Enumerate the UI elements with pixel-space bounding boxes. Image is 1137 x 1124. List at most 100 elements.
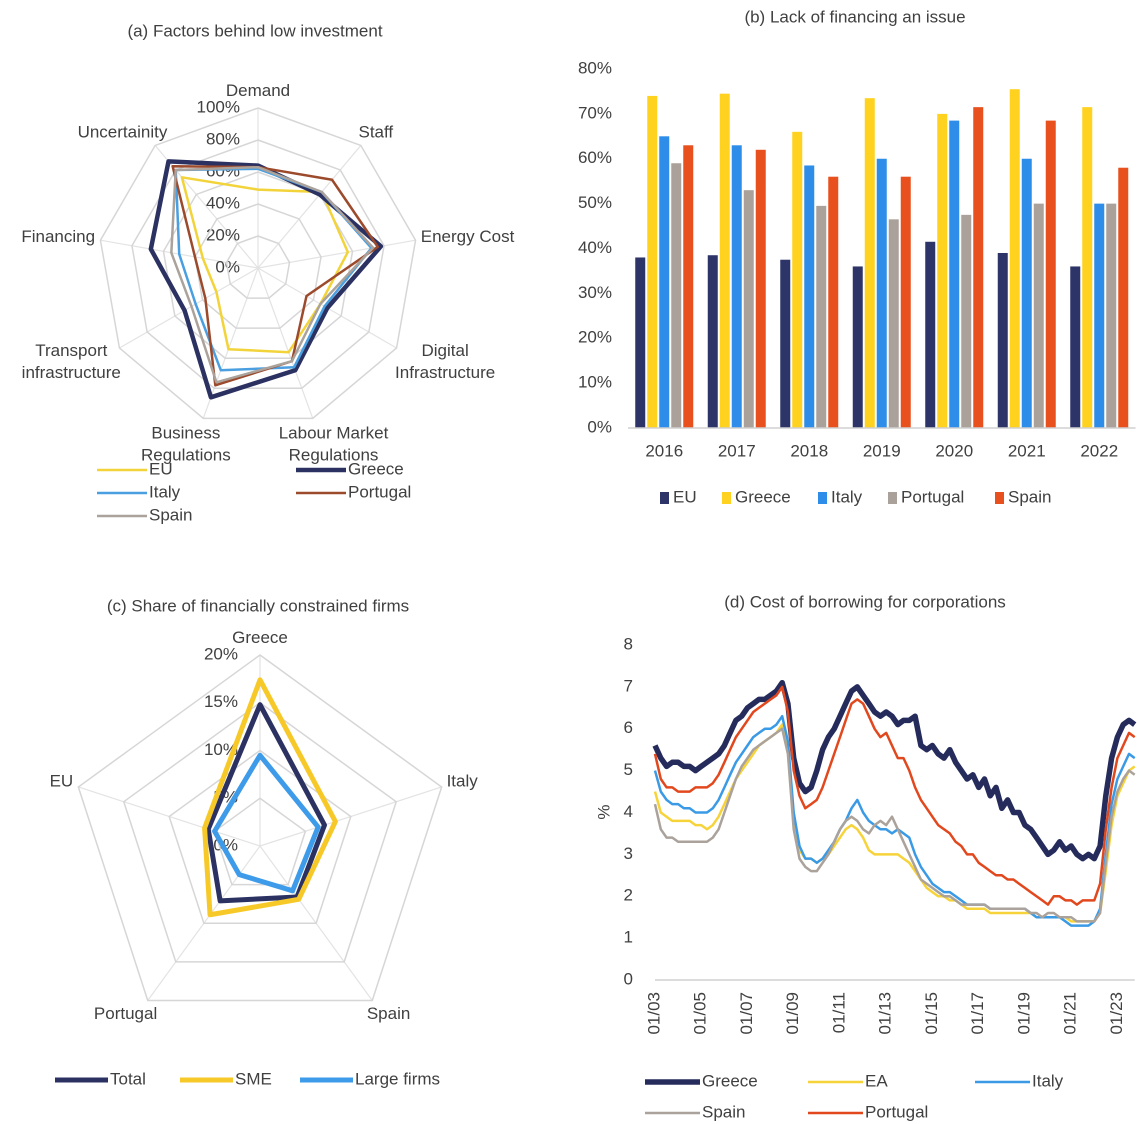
x-tick-label: 01/05	[691, 992, 710, 1035]
x-tick-label: 01/23	[1107, 992, 1126, 1035]
line-series	[653, 685, 1136, 906]
bar	[997, 252, 1008, 428]
x-tick-label: 2019	[863, 441, 901, 460]
spoke	[202, 267, 259, 419]
bar	[635, 257, 646, 428]
legend-label: EU	[149, 459, 173, 478]
x-tick-label: 01/21	[1061, 992, 1080, 1035]
x-tick-label: 01/09	[783, 992, 802, 1035]
x-tick-label: 01/03	[644, 992, 663, 1035]
spoke	[257, 267, 314, 419]
r-tick-label: 20%	[204, 644, 238, 663]
bar	[937, 113, 948, 428]
bar	[647, 95, 658, 429]
bar	[1033, 203, 1044, 428]
bar	[1094, 203, 1105, 428]
legend-label: Greece	[702, 1071, 758, 1090]
grid-ring	[168, 749, 352, 925]
y-tick-label: 3	[624, 844, 633, 863]
spoke	[257, 239, 416, 269]
chart-title: (a) Factors behind low investment	[127, 21, 382, 40]
radar-series	[205, 702, 327, 904]
bar	[719, 93, 730, 429]
category-label: EU	[49, 771, 74, 791]
y-tick-label: 0	[624, 969, 633, 988]
y-tick-label: 2	[624, 886, 633, 905]
bar	[888, 219, 899, 428]
bar	[731, 145, 742, 428]
grid-ring	[225, 235, 291, 299]
bar	[804, 165, 815, 428]
radar-series	[202, 677, 338, 918]
legend-label: Portugal	[348, 482, 411, 501]
category-label: Business Regulations	[140, 423, 231, 465]
bar	[949, 120, 960, 428]
category-label: Staff	[358, 122, 394, 142]
line-series	[652, 679, 1137, 862]
radar-series	[171, 165, 380, 387]
category-label: Labour Market Regulations	[278, 423, 389, 465]
bar	[743, 190, 754, 428]
bar	[1009, 89, 1020, 428]
y-tick-label: 10%	[578, 373, 612, 392]
category-label: Financing	[21, 227, 96, 247]
y-tick-label: 5	[624, 760, 633, 779]
legend-label: Greece	[735, 487, 791, 506]
legend-label: EA	[865, 1071, 888, 1090]
bar	[659, 136, 670, 428]
category-label: Spain	[366, 1004, 411, 1024]
y-tick-label: 7	[624, 676, 633, 695]
legend-swatch	[995, 492, 1004, 504]
legend-swatch	[818, 492, 827, 504]
grid-ring	[131, 139, 385, 390]
x-tick-label: 2020	[935, 441, 973, 460]
x-tick-label: 01/19	[1014, 992, 1033, 1035]
grid-ring	[194, 203, 322, 329]
spoke	[257, 145, 362, 269]
x-tick-label: 2016	[645, 441, 683, 460]
legend-label: Total	[110, 1069, 146, 1088]
bar	[876, 158, 887, 428]
y-tick-label: 0%	[587, 417, 612, 436]
bar	[1021, 158, 1032, 428]
legend-label: SME	[235, 1069, 272, 1088]
bar	[816, 205, 827, 428]
radar-series	[148, 159, 384, 400]
y-tick-label: 8	[624, 634, 633, 653]
legend-label: Large firms	[355, 1069, 440, 1088]
chart-title: (c) Share of financially constrained fir…	[107, 596, 409, 615]
x-tick-label: 2018	[790, 441, 828, 460]
y-axis-label: %	[594, 804, 613, 819]
y-tick-label: 50%	[578, 193, 612, 212]
bar	[780, 259, 791, 428]
x-tick-label: 01/11	[829, 992, 848, 1033]
x-tick-label: 2021	[1008, 441, 1046, 460]
r-tick-label: 20%	[206, 225, 240, 244]
bar	[671, 163, 682, 429]
y-tick-label: 1	[624, 928, 633, 947]
x-tick-label: 2022	[1080, 441, 1118, 460]
legend-label: Italy	[831, 487, 863, 506]
y-tick-label: 30%	[578, 283, 612, 302]
bar	[925, 241, 936, 428]
category-label: Digital Infrastructure	[395, 340, 496, 383]
bar	[973, 107, 984, 429]
bar	[1118, 167, 1129, 428]
r-tick-label: 80%	[206, 129, 240, 148]
grid-ring	[122, 701, 398, 963]
bar	[792, 131, 803, 428]
y-tick-label: 6	[624, 718, 633, 737]
y-tick-label: 40%	[578, 238, 612, 257]
line-series	[653, 714, 1136, 927]
radar-series	[212, 752, 321, 894]
x-tick-label: 01/07	[737, 992, 756, 1035]
legend-label: Portugal	[901, 487, 964, 506]
x-tick-label: 01/17	[968, 992, 987, 1035]
bar	[707, 255, 718, 428]
y-tick-label: 20%	[578, 328, 612, 347]
chart-title: (d) Cost of borrowing for corporations	[724, 592, 1006, 611]
grid-ring	[99, 107, 417, 420]
bar	[683, 145, 694, 428]
